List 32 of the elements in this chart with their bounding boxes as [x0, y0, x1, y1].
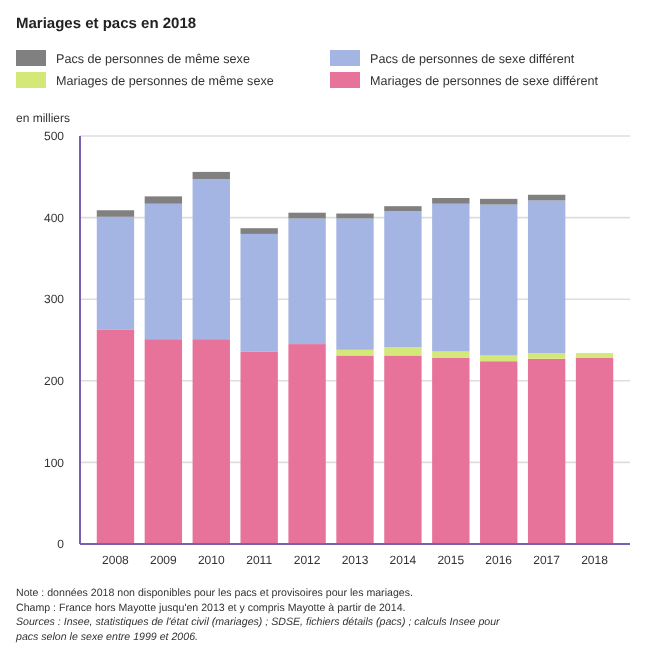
bar — [144, 339, 183, 544]
bar — [575, 357, 614, 544]
bar — [336, 218, 374, 350]
bar — [240, 351, 278, 544]
bar — [144, 196, 183, 204]
bar — [432, 198, 470, 204]
bar — [480, 361, 518, 544]
bar — [432, 351, 470, 358]
bar — [480, 198, 518, 205]
bar — [288, 218, 326, 345]
bar — [192, 171, 230, 180]
bar — [336, 349, 374, 356]
bar — [527, 353, 566, 359]
bar — [480, 204, 518, 356]
bar — [384, 347, 422, 356]
bar — [144, 203, 183, 340]
bar — [527, 200, 566, 354]
bar — [240, 228, 278, 234]
bar — [96, 329, 135, 544]
bar — [192, 179, 230, 340]
bar — [527, 358, 566, 544]
bar — [384, 211, 422, 348]
bar — [432, 203, 470, 352]
bar — [96, 210, 135, 217]
bar — [240, 233, 278, 352]
bar — [432, 357, 470, 544]
bar — [96, 216, 135, 330]
bar — [384, 355, 422, 544]
bar — [336, 355, 374, 544]
bar — [288, 344, 326, 544]
bar — [384, 206, 422, 212]
bar — [192, 339, 230, 544]
